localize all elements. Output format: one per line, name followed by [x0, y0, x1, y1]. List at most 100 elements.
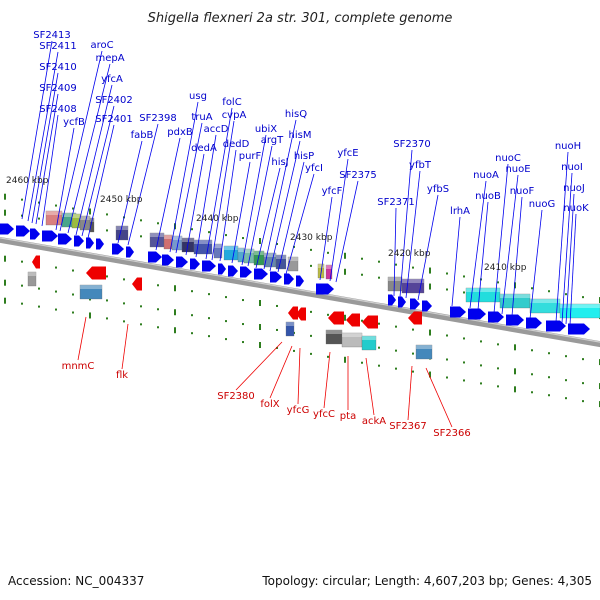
leader-line: [425, 367, 453, 428]
tick-mark: [106, 275, 108, 278]
forward-gene-arrow: [58, 233, 72, 245]
genome-summary-text: Topology: circular; Length: 4,607,203 bp…: [261, 574, 592, 588]
leader-line: [269, 345, 293, 399]
tick-mark: [225, 320, 227, 323]
gene-label-SF2366: SF2366: [433, 428, 471, 439]
tick-mark: [4, 209, 6, 216]
tick-mark: [446, 358, 448, 361]
tick-mark: [582, 400, 584, 403]
tick-mark: [531, 349, 533, 352]
forward-gene-arrow: [546, 320, 566, 332]
gene-label-folX: folX: [260, 399, 279, 410]
feature-block-shine: [286, 322, 294, 326]
leader-line: [561, 172, 573, 324]
tick-mark: [225, 234, 227, 237]
feature-block-shine: [530, 299, 560, 303]
tick-mark: [463, 379, 465, 382]
gene-label-hisP: hisP: [294, 151, 314, 162]
tick-mark: [514, 368, 516, 375]
feature-block-shine: [318, 264, 324, 268]
tick-mark: [582, 358, 584, 361]
tick-mark: [276, 328, 278, 331]
tick-mark: [310, 264, 312, 267]
tick-mark: [208, 335, 210, 338]
leader-line: [155, 137, 181, 251]
gene-label-SF2402: SF2402: [95, 95, 133, 106]
leader-line: [21, 40, 53, 220]
gene-label-yfbS: yfbS: [427, 184, 449, 195]
gene-label-nuoF: nuoF: [510, 186, 535, 197]
reverse-gene-arrow: [288, 306, 298, 320]
gene-label-nuoA: nuoA: [473, 170, 499, 181]
tick-mark: [38, 201, 40, 204]
tick-mark: [429, 283, 431, 290]
tick-mark: [514, 344, 516, 351]
forward-gene-arrow: [398, 296, 406, 308]
gene-label-dedA: dedA: [191, 143, 217, 154]
feature-block-shine: [500, 294, 530, 298]
reverse-gene-arrow: [132, 277, 142, 291]
forward-gene-arrow: [526, 317, 542, 329]
tick-mark: [548, 290, 550, 293]
leader-line: [121, 323, 129, 370]
feature-blocks: [27, 210, 600, 360]
forward-gene-arrow: [228, 265, 238, 277]
tick-mark: [361, 319, 363, 322]
tick-mark: [582, 296, 584, 299]
leader-line: [77, 316, 87, 361]
tick-mark: [276, 304, 278, 307]
leader-line: [493, 163, 509, 314]
tick-mark: [395, 325, 397, 328]
forward-gene-arrow: [190, 258, 200, 270]
gene-label-yfcE: yfcE: [337, 148, 358, 159]
tick-mark: [565, 379, 567, 382]
leader-line: [405, 170, 421, 299]
leader-line: [297, 347, 301, 405]
leader-line: [75, 84, 113, 236]
feature-block-shine: [80, 285, 102, 289]
tick-mark: [497, 367, 499, 370]
gene-label-pta: pta: [340, 411, 356, 422]
feature-block: [213, 243, 223, 259]
leader-line: [399, 149, 413, 298]
tick-mark: [242, 237, 244, 240]
tick-mark: [429, 371, 431, 378]
reverse-gene-arrow: [86, 266, 106, 280]
tick-mark: [38, 287, 40, 290]
gene-label-SF2371: SF2371: [377, 197, 415, 208]
leader-line: [277, 161, 305, 273]
tick-mark: [157, 222, 159, 225]
leader-line: [511, 196, 523, 317]
gene-label-SF2380: SF2380: [217, 391, 255, 402]
leader-line: [211, 120, 235, 261]
gene-label-SF2408: SF2408: [39, 104, 77, 115]
feature-block: [325, 264, 333, 280]
gene-label-mnmC: mnmC: [62, 361, 95, 372]
tick-mark: [378, 276, 380, 279]
feature-block: [89, 217, 95, 233]
gene-label-SF2413: SF2413: [33, 30, 71, 41]
tick-mark: [21, 302, 23, 305]
gene-label-yfcA: yfcA: [101, 74, 123, 85]
forward-gene-arrow: [30, 228, 40, 240]
gene-label-SF2398: SF2398: [139, 113, 177, 124]
feature-block: [559, 303, 600, 319]
tick-mark: [140, 235, 142, 238]
tick-mark: [21, 260, 23, 263]
feature-block-shine: [342, 333, 362, 337]
tick-mark: [106, 299, 108, 302]
forward-gene-arrow: [270, 271, 282, 283]
tick-mark: [21, 214, 23, 217]
feature-block: [285, 321, 295, 337]
tick-mark: [106, 317, 108, 320]
tick-mark: [582, 382, 584, 385]
leader-line: [195, 134, 217, 258]
leader-line: [555, 151, 569, 323]
leader-line: [417, 194, 439, 301]
leader-line: [335, 180, 359, 283]
tick-mark: [446, 334, 448, 337]
ruler-labels: 2460 kbp 2450 kbp 2440 kbp 2430 kbp 2420 kbp…: [6, 176, 527, 273]
leader-line: [117, 140, 143, 244]
tick-mark: [174, 309, 176, 316]
